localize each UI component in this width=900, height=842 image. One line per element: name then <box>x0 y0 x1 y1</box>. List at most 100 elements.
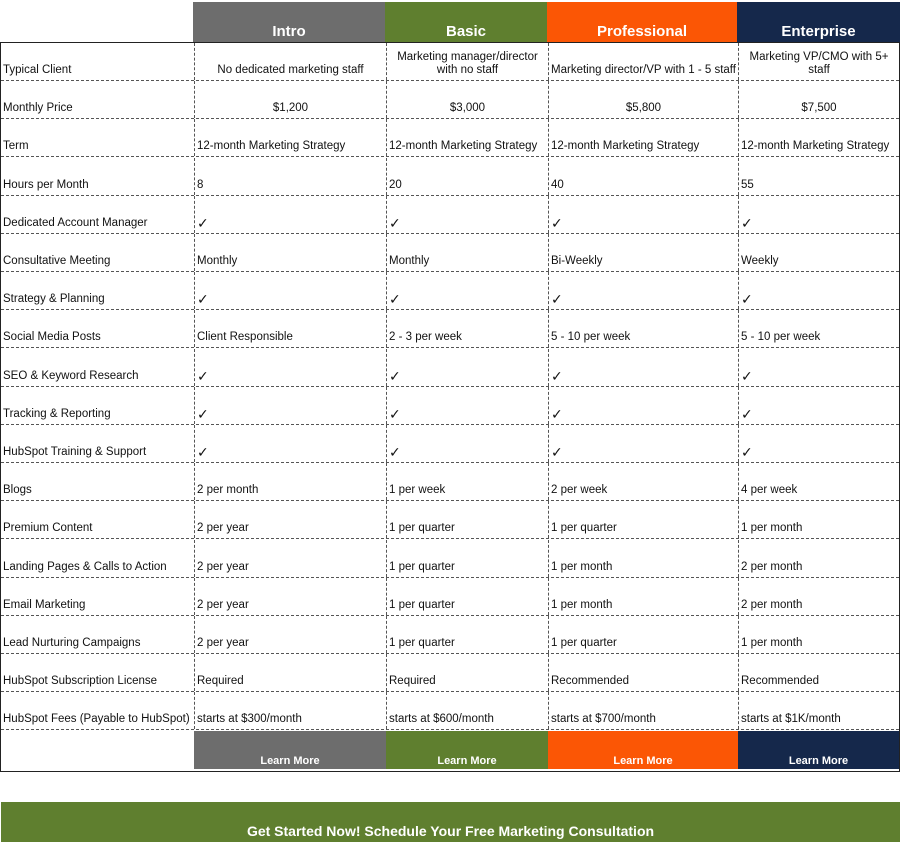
table-cell: 1 per week <box>386 463 548 501</box>
plan-header-professional: Professional <box>547 2 737 42</box>
row-label: Consultative Meeting <box>3 255 111 267</box>
table-cell: Marketing VP/CMO with 5+ staff <box>738 43 899 80</box>
table-row-hubspot-training-support: HubSpot Training & Support ✓ ✓ ✓ ✓ <box>1 425 899 463</box>
table-cell: 1 per quarter <box>386 539 548 577</box>
table-cell: starts at $600/month <box>386 692 548 730</box>
table-cell: 2 per week <box>548 463 738 501</box>
row-label: Typical Client <box>3 64 72 76</box>
schedule-consultation-button[interactable]: Get Started Now! Schedule Your Free Mark… <box>1 802 900 842</box>
plan-header-basic: Basic <box>385 2 547 42</box>
checkmark-icon: ✓ <box>738 195 899 233</box>
table-cell: 2 per month <box>194 463 386 501</box>
checkmark-icon: ✓ <box>738 272 899 310</box>
table-cell: Recommended <box>738 654 899 692</box>
table-cell: Client Responsible <box>194 310 386 348</box>
table-row-term: Term 12-month Marketing Strategy 12-month … <box>1 119 899 158</box>
checkmark-icon: ✓ <box>738 425 899 462</box>
table-row-premium-content: Premium Content 2 per year 1 per quarter 1 … <box>1 501 899 540</box>
learn-more-button-enterprise[interactable]: Learn More <box>738 730 899 769</box>
checkmark-icon: ✓ <box>194 195 386 233</box>
table-cell: Monthly <box>386 234 548 271</box>
row-label: Social Media Posts <box>3 331 101 344</box>
row-label: Hours per Month <box>3 178 89 191</box>
row-label: HubSpot Fees (Payable to HubSpot) <box>3 713 190 726</box>
row-label: HubSpot Subscription License <box>3 675 158 688</box>
table-row-blogs: Blogs 2 per month 1 per week 2 per week 4 pe… <box>1 463 899 502</box>
table-cell: 12-month Marketing Strategy <box>386 119 548 157</box>
table-row-hubspot-subscription-license: HubSpot Subscription License Required Requ… <box>1 654 899 693</box>
table-cell: starts at $300/month <box>194 692 386 730</box>
table-row-strategy-planning: Strategy & Planning ✓ ✓ ✓ ✓ <box>1 272 899 311</box>
table-cell: 40 <box>548 157 738 195</box>
row-label: Lead Nurturing Campaigns <box>3 637 141 649</box>
row-label: Blogs <box>3 484 32 497</box>
table-cell: 20 <box>386 157 548 195</box>
table-cell: Marketing manager/director with no staff <box>386 43 548 80</box>
table-cell: 1 per quarter <box>386 577 548 615</box>
table-row-email-marketing: Email Marketing 2 per year 1 per quarter 1 … <box>1 577 899 616</box>
table-row-lead-nurturing-campaigns: Lead Nurturing Campaigns 2 per year 1 per … <box>1 616 899 654</box>
table-cell: 1 per month <box>548 577 738 615</box>
table-cell: 1 per quarter <box>548 616 738 653</box>
table-cell: 2 per year <box>194 501 386 539</box>
table-cell: 12-month Marketing Strategy <box>548 119 738 157</box>
table-row-tracking-reporting: Tracking & Reporting ✓ ✓ ✓ ✓ <box>1 386 899 425</box>
table-cell: Bi-Weekly <box>548 234 738 271</box>
plan-header-row: Intro Basic Professional Enterprise <box>0 0 900 42</box>
row-label: Dedicated Account Manager <box>3 216 148 229</box>
checkmark-icon: ✓ <box>194 386 386 424</box>
table-cell: 8 <box>194 157 386 195</box>
table-cell: 12-month Marketing Strategy <box>194 119 386 157</box>
table-cell: Required <box>386 654 548 692</box>
row-label: Strategy & Planning <box>3 293 105 306</box>
row-label: Landing Pages & Calls to Action <box>3 560 167 573</box>
table-cell: 4 per week <box>738 463 899 501</box>
checkmark-icon: ✓ <box>548 348 738 386</box>
row-label: HubSpot Training & Support <box>3 446 147 458</box>
checkmark-icon: ✓ <box>194 348 386 386</box>
table-cell: starts at $1K/month <box>738 692 899 730</box>
table-cell: starts at $700/month <box>548 692 738 730</box>
checkmark-icon: ✓ <box>548 386 738 424</box>
table-cell: 2 - 3 per week <box>386 310 548 348</box>
pricing-table: Typical Client No dedicated marketing sta… <box>0 42 900 772</box>
row-label: Monthly Price <box>3 102 73 115</box>
learn-more-row: Learn More Learn More Learn More Learn More <box>1 730 899 769</box>
table-row-landing-pages-calls-to-action: Landing Pages & Calls to Action 2 per yea… <box>1 539 899 578</box>
table-row-social-media-posts: Social Media Posts Client Responsible 2 - … <box>1 310 899 349</box>
checkmark-icon: ✓ <box>386 272 548 310</box>
table-row-monthly-price: Monthly Price $1,200 $3,000 $5,800 $7,500 <box>1 81 899 120</box>
checkmark-icon: ✓ <box>386 195 548 233</box>
table-cell: 2 per year <box>194 577 386 615</box>
table-row-hubspot-fees-payable-to-hubspot: HubSpot Fees (Payable to HubSpot) starts … <box>1 692 899 731</box>
table-cell: 1 per month <box>548 539 738 577</box>
table-cell: Required <box>194 654 386 692</box>
row-label: Premium Content <box>3 522 93 535</box>
row-label: Term <box>3 140 29 153</box>
table-row-hours-per-month: Hours per Month 8 20 40 55 <box>1 157 899 196</box>
learn-more-button-intro[interactable]: Learn More <box>194 730 386 769</box>
table-cell: 2 per month <box>738 577 899 615</box>
table-cell: $3,000 <box>386 81 548 119</box>
learn-more-button-professional[interactable]: Learn More <box>548 730 738 769</box>
table-cell: 1 per quarter <box>386 501 548 539</box>
table-cell: 2 per year <box>194 539 386 577</box>
checkmark-icon: ✓ <box>548 425 738 462</box>
row-label: SEO & Keyword Research <box>3 369 139 382</box>
checkmark-icon: ✓ <box>738 386 899 424</box>
table-cell: 1 per month <box>738 616 899 653</box>
table-cell: 12-month Marketing Strategy <box>738 119 899 157</box>
table-cell: 2 per month <box>738 539 899 577</box>
table-cell: 1 per month <box>738 501 899 539</box>
table-row-typical-client: Typical Client No dedicated marketing sta… <box>1 43 899 81</box>
table-row-seo-keyword-research: SEO & Keyword Research ✓ ✓ ✓ ✓ <box>1 348 899 387</box>
checkmark-icon: ✓ <box>194 425 386 462</box>
learn-more-button-basic[interactable]: Learn More <box>386 730 548 769</box>
checkmark-icon: ✓ <box>548 195 738 233</box>
row-label: Tracking & Reporting <box>3 407 111 420</box>
table-cell: 5 - 10 per week <box>738 310 899 348</box>
table-cell: Monthly <box>194 234 386 271</box>
checkmark-icon: ✓ <box>386 386 548 424</box>
table-cell: Marketing director/VP with 1 - 5 staff <box>548 43 738 80</box>
table-row-dedicated-account-manager: Dedicated Account Manager ✓ ✓ ✓ ✓ <box>1 195 899 234</box>
